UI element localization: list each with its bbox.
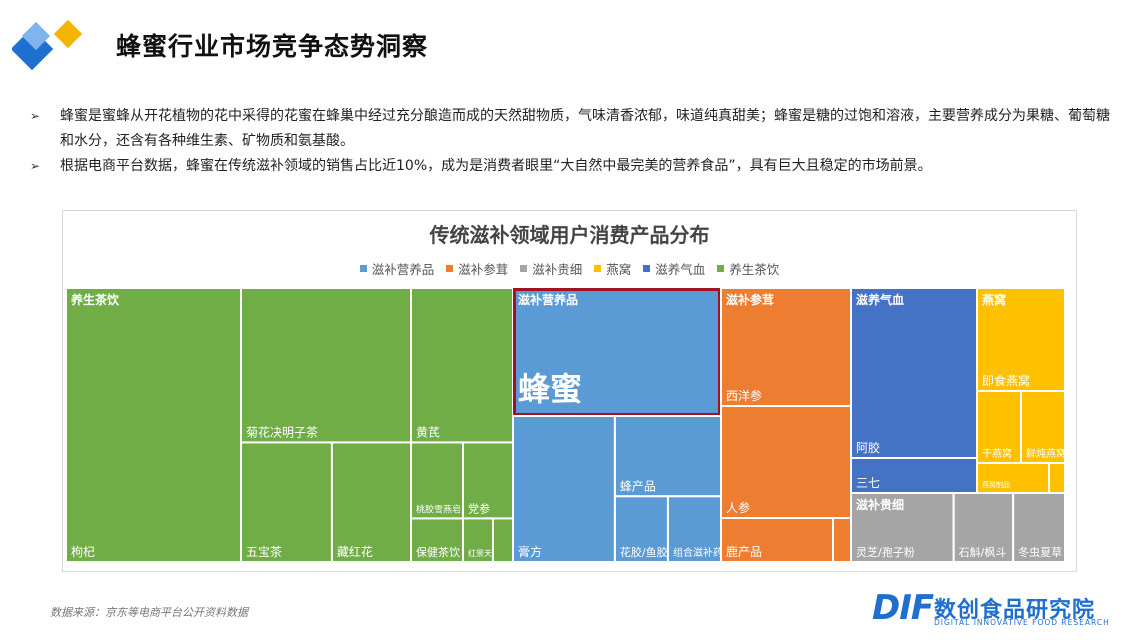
treemap-group-label: 养生茶饮 [70,292,120,307]
treemap-cell-label: 即食燕窝 [982,373,1030,388]
brand-diamond-logo [12,20,83,71]
treemap-cell-label: 桃胶雪燕皂角米 [416,503,479,515]
treemap-cell-label: 组合滋补药材 [673,546,733,559]
brand-subtitle: DIGITAL INNOVATIVE FOOD RESEARCH [934,618,1110,627]
legend-item: 滋养气血 [643,259,705,278]
brand-logo-text: DIF [872,588,934,628]
legend-swatch [594,265,602,272]
treemap-group-label: 滋养气血 [856,292,904,307]
legend-label: 滋补营养品 [371,262,435,277]
treemap-cell [850,492,955,563]
treemap-cell-label: 保健茶饮 [416,545,460,559]
treemap-cell [462,517,494,564]
treemap-cell-label: 石斛/枫斗 [959,545,1007,559]
treemap-cell [330,441,413,564]
treemap-group-label: 滋补参茸 [726,292,774,307]
bullet-list: ➢ 蜂蜜是蜜蜂从开花植物的花中采得的花蜜在蜂巢中经过充分酿造而成的天然甜物质，气… [30,104,1110,179]
legend-swatch [446,265,454,272]
treemap-cell-label: 三七 [856,476,880,490]
legend-swatch [717,265,725,272]
bullet-arrow-icon: ➢ [30,159,41,173]
treemap-group-label: 蜂蜜 [518,370,582,408]
treemap-cell-label: 黄芪 [416,425,440,439]
treemap-cell [240,287,412,444]
legend-item: 滋补营养品 [359,259,435,278]
bullet-item-1: ➢ 蜂蜜是蜜蜂从开花植物的花中采得的花蜜在蜂巢中经过充分酿造而成的天然甜物质，气… [30,104,1110,154]
treemap-chart-frame: 传统滋补领域用户消费产品分布 滋补营养品 滋补参茸 滋补贵细 燕窝 滋养气血 养生茶饮 枸… [62,210,1077,572]
legend-item: 滋补贵细 [520,259,582,278]
brand-name: 数创食品研究院 [934,598,1096,623]
treemap-cell [850,287,978,459]
treemap-cell [832,517,852,563]
legend-swatch [643,265,651,272]
treemap-cell [512,287,722,417]
treemap-cell-label: 花胶/鱼胶 [620,545,668,559]
legend-label: 滋补贵细 [532,262,583,277]
treemap-cell [462,441,514,520]
treemap-cell-label: 人参 [726,500,750,515]
treemap-group-label: 滋补营养品 [518,292,578,307]
yellow-diamond-shape [53,20,83,49]
legend-swatch [520,265,528,272]
legend-item: 养生茶饮 [717,259,779,278]
treemap-cell-label: 鹿产品 [726,544,762,559]
treemap-cell [850,457,978,494]
treemap-cell [410,287,514,444]
treemap-cell [1048,462,1066,494]
highlight-frame [513,288,721,416]
brand-footer: DIF 数创食品研究院 DIGITAL INNOVATIVE FOOD RESE… [872,588,1122,632]
legend-swatch [359,265,367,272]
treemap-cell-label: 蜂产品 [620,479,656,493]
treemap-cell-label: 冬虫夏草 [1018,545,1062,559]
legend-item: 滋补参茸 [446,259,508,278]
light-blue-diamond-shape [21,21,51,51]
treemap-cell-label: 膏方 [518,544,542,559]
treemap-cell [65,287,242,563]
legend-label: 燕窝 [606,262,632,277]
treemap-cell-label: 干燕窝 [982,447,1012,460]
chart-legend: 滋补营养品 滋补参茸 滋补贵细 燕窝 滋养气血 养生茶饮 [63,259,1076,278]
treemap-cell-label: 西洋参 [726,388,762,403]
treemap-cell [720,287,852,407]
treemap-group-label: 燕窝 [982,292,1006,307]
treemap-cell [512,415,616,563]
bullet-text-1: 蜂蜜是蜜蜂从开花植物的花中采得的花蜜在蜂巢中经过充分酿造而成的天然甜物质，气味清… [60,108,1110,149]
legend-label: 滋养气血 [655,262,706,277]
treemap-cell [666,495,723,563]
treemap-cell [492,517,514,564]
legend-item: 燕窝 [594,259,631,278]
chart-title: 传统滋补领域用户消费产品分布 [429,223,710,247]
bullet-text-2: 根据电商平台数据，蜂蜜在传统滋补领域的销售占比近10%，成为是消费者眼里“大自然… [60,158,932,174]
legend-label: 养生茶饮 [729,262,780,277]
bullet-item-2: ➢ 根据电商平台数据，蜂蜜在传统滋补领域的销售占比近10%，成为是消费者眼里“大… [30,154,1110,179]
treemap-cell [410,517,464,564]
treemap-cell-label: 菊花决明子茶 [246,424,318,439]
treemap-cell [976,287,1066,392]
treemap-cell-label: 燕窝制品 [982,480,1010,489]
treemap-cell [720,405,852,519]
treemap-cell-label: 党参 [468,501,490,515]
treemap-group-label: 滋补贵细 [856,497,904,512]
page-title: 蜂蜜行业市场竞争态势洞察 [116,32,429,61]
treemap-cell-label: 灵芝/孢子粉 [856,546,915,559]
treemap-cell-label: 枸杞 [71,544,95,559]
treemap-cell-label: 鲜炖燕窝 [1026,447,1066,460]
treemap-cell [613,415,722,498]
treemap-cell-label: 五宝茶 [246,544,282,559]
treemap-cell-label: 阿胶 [856,440,880,455]
bullet-arrow-icon: ➢ [30,109,41,123]
treemap-cell-label: 红景天 [468,548,492,558]
treemap-cell-label: 藏红花 [337,544,373,559]
data-source-note: 数据来源：京东等电商平台公开资料数据 [50,606,248,619]
legend-label: 滋补参茸 [458,262,509,277]
